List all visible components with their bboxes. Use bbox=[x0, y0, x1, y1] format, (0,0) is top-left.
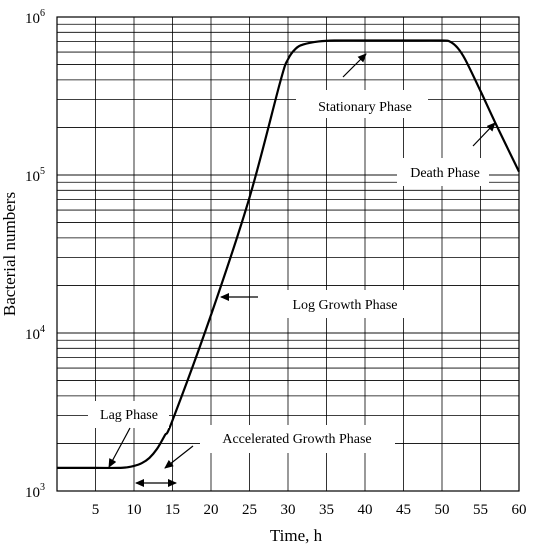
accelerated-arrow bbox=[164, 445, 194, 469]
death-phase-label: Death Phase bbox=[410, 166, 480, 181]
death-label-bg bbox=[397, 158, 489, 186]
y-tick-label: 105 bbox=[25, 166, 45, 185]
stationary-phase-label: Stationary Phase bbox=[318, 100, 412, 115]
x-tick-label: 40 bbox=[358, 502, 373, 518]
x-axis-title: Time, h bbox=[270, 526, 323, 545]
x-tick-label: 10 bbox=[127, 502, 142, 518]
y-tick-label: 103 bbox=[25, 482, 45, 501]
x-tick-label: 35 bbox=[319, 502, 334, 518]
accel-label-bg bbox=[200, 425, 395, 453]
y-tick-label: 104 bbox=[25, 324, 45, 343]
stationary-label-bg bbox=[296, 90, 428, 118]
log-growth-phase-label: Log Growth Phase bbox=[293, 298, 398, 313]
lag-arrow bbox=[108, 427, 131, 468]
x-tick-label: 50 bbox=[435, 502, 450, 518]
lag-phase-label: Lag Phase bbox=[100, 408, 158, 423]
tick-labels: 5 10 15 20 25 30 35 40 45 50 55 60 103 104 105 106 bbox=[25, 8, 527, 518]
plot-frame bbox=[56, 16, 520, 492]
log-label-bg bbox=[264, 290, 417, 318]
x-tick-label: 25 bbox=[242, 502, 257, 518]
y-tick-label: 106 bbox=[25, 8, 45, 27]
accelerated-growth-phase-label: Accelerated Growth Phase bbox=[222, 432, 371, 447]
series-group bbox=[57, 39, 520, 470]
lag-label-bg bbox=[88, 401, 169, 428]
x-tick-label: 5 bbox=[92, 502, 100, 518]
growth-curve-line bbox=[57, 39, 520, 470]
x-tick-label: 45 bbox=[396, 502, 411, 518]
x-tick-label: 20 bbox=[204, 502, 219, 518]
stationary-arrow bbox=[342, 53, 367, 78]
grid-lines bbox=[57, 17, 519, 491]
x-tick-label: 55 bbox=[473, 502, 488, 518]
x-tick-label: 60 bbox=[512, 502, 527, 518]
x-tick-label: 30 bbox=[281, 502, 296, 518]
death-arrow bbox=[472, 122, 496, 147]
x-tick-label: 15 bbox=[165, 502, 180, 518]
y-axis-title: Bacterial numbers bbox=[0, 192, 19, 316]
